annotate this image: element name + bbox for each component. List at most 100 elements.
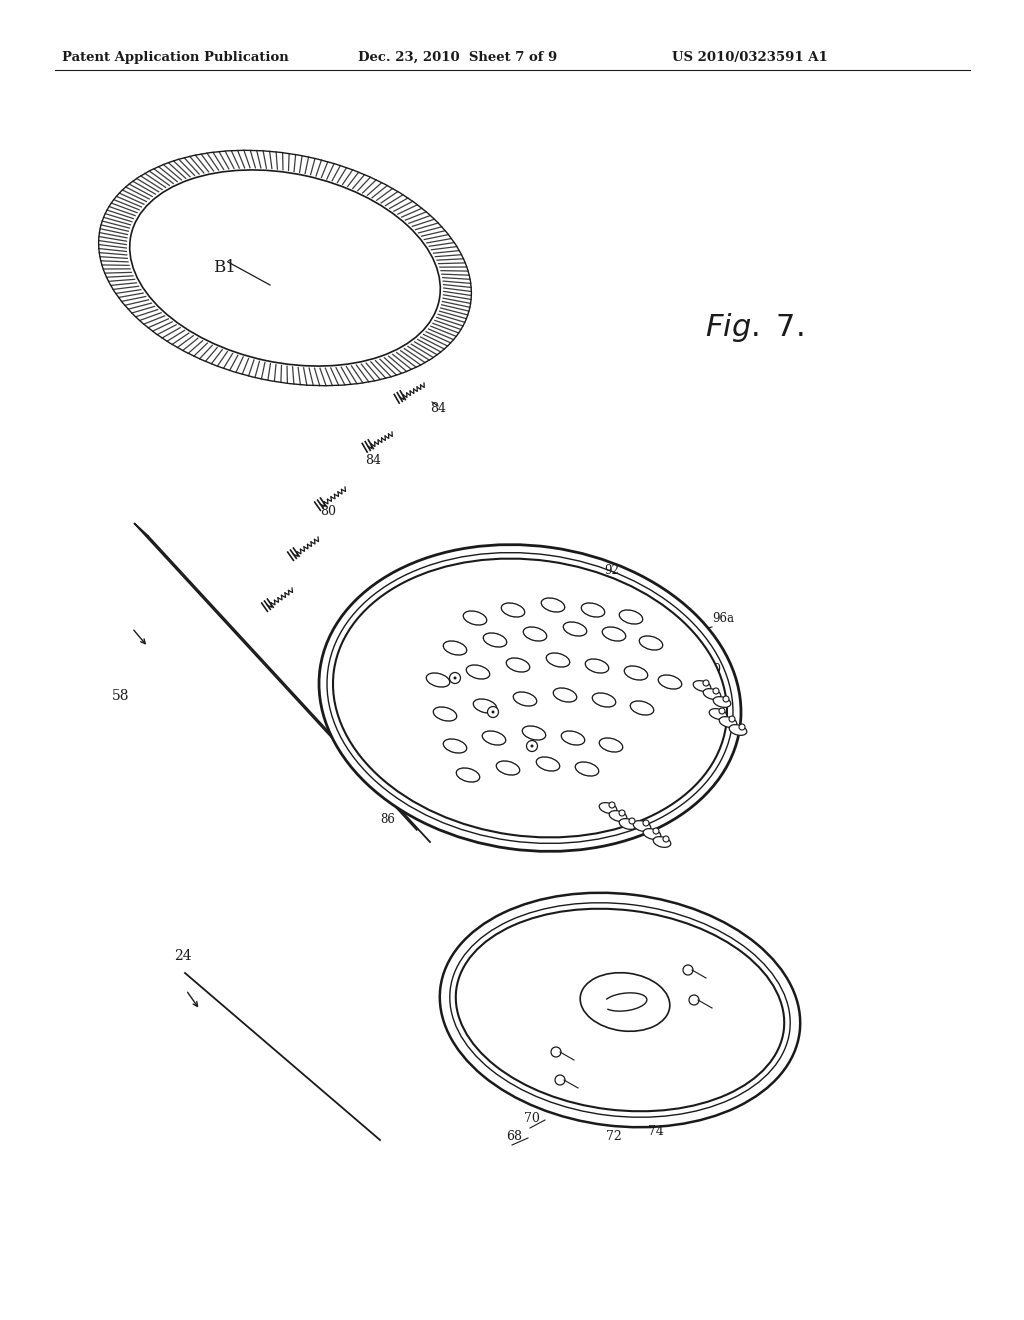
Text: 96d: 96d — [480, 622, 503, 635]
Ellipse shape — [618, 610, 643, 624]
Ellipse shape — [456, 767, 480, 783]
Ellipse shape — [625, 667, 648, 680]
Ellipse shape — [599, 803, 616, 813]
Circle shape — [739, 723, 745, 730]
Ellipse shape — [442, 640, 467, 656]
Ellipse shape — [658, 675, 682, 689]
Ellipse shape — [546, 653, 569, 667]
Ellipse shape — [633, 821, 651, 832]
Circle shape — [526, 741, 538, 751]
Ellipse shape — [456, 908, 784, 1111]
Ellipse shape — [546, 652, 570, 668]
Text: 78: 78 — [645, 1052, 660, 1065]
Text: 96b: 96b — [516, 688, 539, 701]
Circle shape — [454, 676, 457, 680]
Text: 96b: 96b — [575, 645, 599, 659]
Ellipse shape — [433, 706, 457, 722]
Text: 60: 60 — [586, 795, 601, 807]
Ellipse shape — [439, 892, 800, 1127]
Circle shape — [683, 965, 693, 975]
Text: 96c: 96c — [537, 634, 559, 647]
Text: 64: 64 — [565, 920, 581, 933]
Text: 114: 114 — [492, 565, 514, 578]
Ellipse shape — [536, 756, 560, 771]
Ellipse shape — [466, 665, 489, 678]
Ellipse shape — [631, 701, 653, 715]
Ellipse shape — [123, 165, 447, 371]
Ellipse shape — [729, 725, 746, 735]
Text: Dec. 23, 2010  Sheet 7 of 9: Dec. 23, 2010 Sheet 7 of 9 — [358, 50, 557, 63]
Text: 86: 86 — [380, 813, 395, 826]
Circle shape — [555, 1074, 565, 1085]
Circle shape — [663, 836, 669, 842]
Text: 94: 94 — [430, 799, 445, 810]
Ellipse shape — [609, 810, 627, 821]
Text: B1: B1 — [213, 259, 236, 276]
Circle shape — [713, 688, 719, 694]
Text: 70: 70 — [524, 1111, 540, 1125]
Ellipse shape — [473, 698, 498, 714]
Ellipse shape — [482, 632, 507, 648]
Ellipse shape — [624, 665, 648, 681]
Ellipse shape — [620, 818, 637, 829]
Text: 62: 62 — [355, 689, 373, 704]
Ellipse shape — [442, 738, 467, 754]
Text: 114: 114 — [618, 690, 640, 704]
Ellipse shape — [553, 688, 578, 702]
Ellipse shape — [497, 762, 520, 775]
Text: 96d: 96d — [675, 648, 697, 661]
Ellipse shape — [466, 664, 490, 680]
Ellipse shape — [473, 700, 497, 713]
Text: 60: 60 — [706, 663, 721, 676]
Circle shape — [629, 818, 635, 824]
Text: 84: 84 — [365, 454, 381, 467]
Ellipse shape — [443, 642, 467, 655]
Circle shape — [643, 820, 649, 826]
Circle shape — [653, 828, 659, 834]
Ellipse shape — [483, 634, 507, 647]
Text: 72: 72 — [606, 1130, 622, 1143]
Text: 96a: 96a — [712, 612, 734, 624]
Text: 116: 116 — [472, 570, 495, 583]
Circle shape — [719, 708, 725, 714]
Circle shape — [689, 995, 699, 1005]
Text: 74: 74 — [648, 1125, 664, 1138]
Circle shape — [723, 696, 729, 702]
Ellipse shape — [426, 672, 451, 688]
Ellipse shape — [563, 622, 587, 636]
Ellipse shape — [574, 762, 599, 776]
Ellipse shape — [582, 603, 605, 616]
Text: 68: 68 — [506, 1130, 522, 1143]
Ellipse shape — [585, 659, 609, 673]
Ellipse shape — [513, 692, 537, 706]
Ellipse shape — [599, 738, 624, 752]
Ellipse shape — [575, 762, 599, 776]
Text: 84: 84 — [430, 403, 446, 414]
Text: 116: 116 — [450, 768, 472, 781]
Ellipse shape — [581, 602, 605, 618]
Ellipse shape — [541, 598, 565, 612]
Circle shape — [618, 810, 625, 816]
Ellipse shape — [561, 731, 585, 744]
Ellipse shape — [319, 545, 741, 851]
Ellipse shape — [502, 603, 524, 616]
Ellipse shape — [501, 602, 525, 618]
Ellipse shape — [522, 726, 546, 741]
Circle shape — [530, 744, 534, 747]
Ellipse shape — [513, 692, 538, 706]
Circle shape — [703, 680, 709, 686]
Ellipse shape — [482, 731, 506, 744]
Text: 82: 82 — [558, 1084, 573, 1097]
Ellipse shape — [599, 738, 623, 752]
Ellipse shape — [602, 627, 627, 642]
Ellipse shape — [592, 693, 616, 708]
Ellipse shape — [542, 598, 564, 612]
Text: 90: 90 — [524, 560, 539, 573]
Ellipse shape — [463, 611, 487, 626]
Text: 24: 24 — [174, 949, 191, 964]
Ellipse shape — [563, 622, 587, 636]
Ellipse shape — [710, 709, 727, 719]
Ellipse shape — [657, 675, 682, 689]
Ellipse shape — [426, 673, 450, 686]
Circle shape — [492, 710, 495, 714]
